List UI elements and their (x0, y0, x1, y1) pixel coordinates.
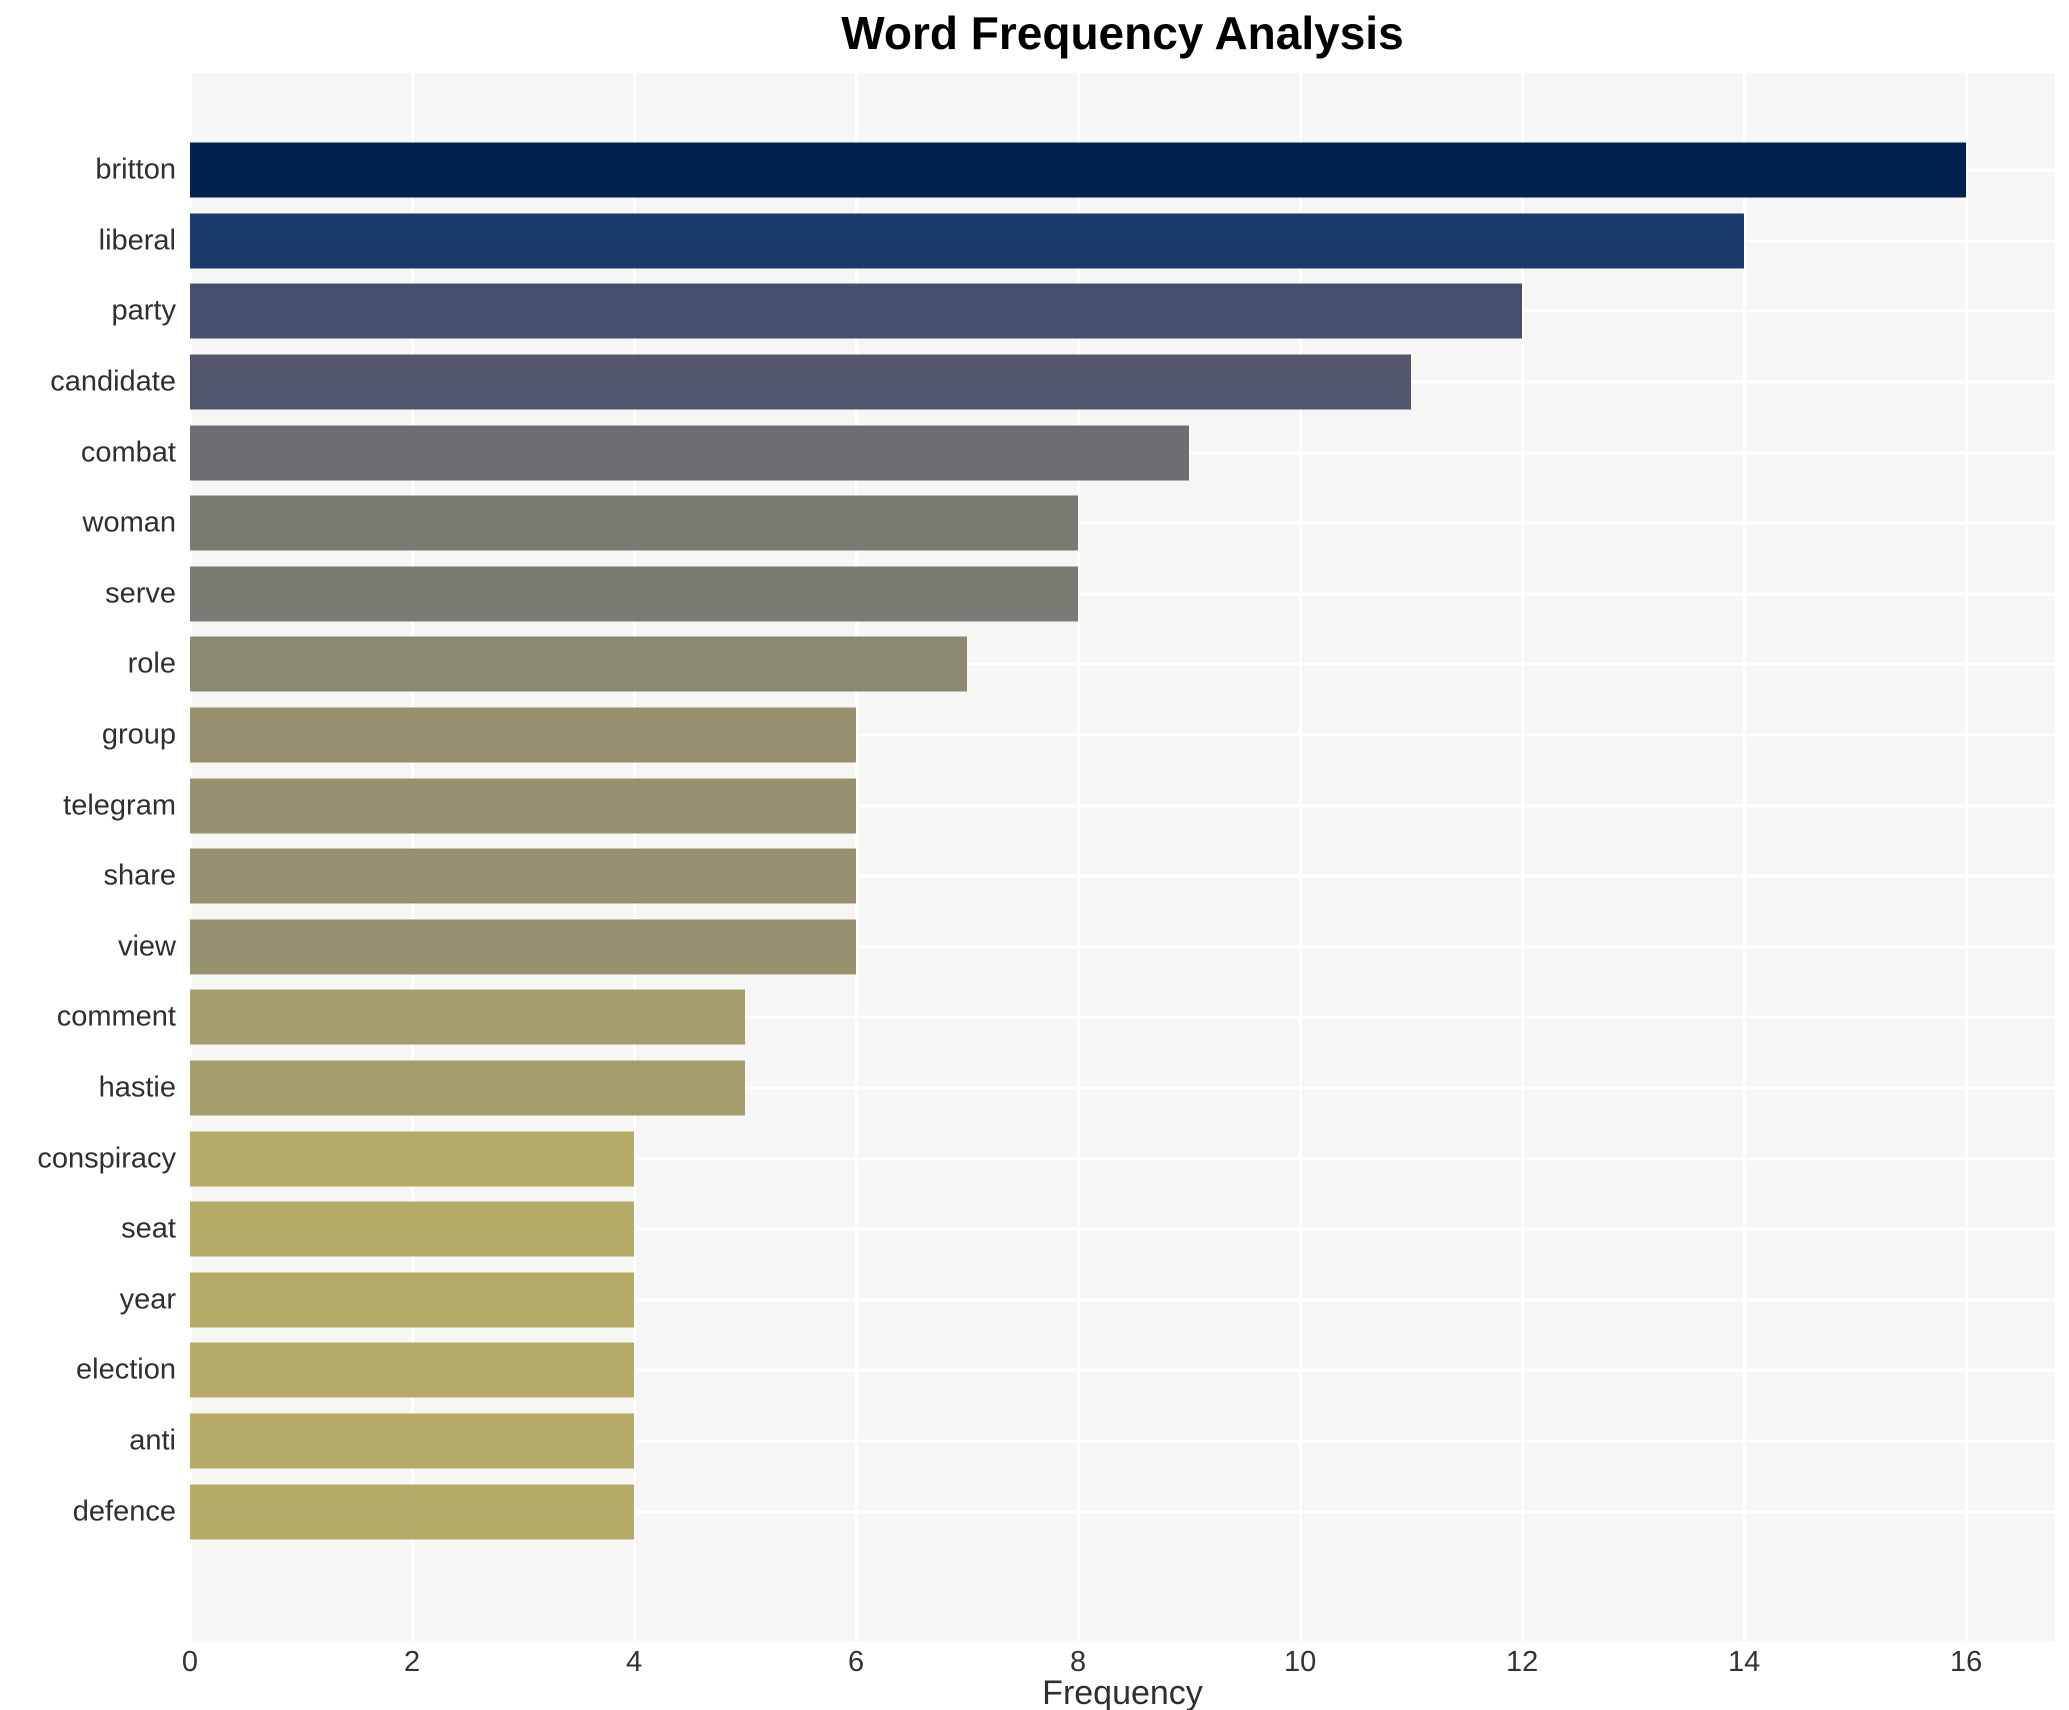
bar (190, 1413, 635, 1469)
bar-row: serve (105, 559, 2055, 630)
x-tick-label: 8 (1070, 1646, 1087, 1678)
y-gridline (190, 874, 2055, 878)
x-gridline (854, 73, 858, 1641)
bar-row: defence (73, 1476, 2055, 1547)
x-axis-title: Frequency (1042, 1674, 1203, 1710)
bar-row: role (128, 629, 2055, 700)
y-tick-label: view (117, 930, 176, 963)
y-gridline (190, 592, 2055, 596)
bar-row: combat (81, 417, 2055, 488)
x-axis-ticks: 0 2 4 6 8 10 12 14 16 (182, 1646, 2055, 1680)
y-gridline (190, 521, 2055, 525)
y-tick-label: seat (121, 1212, 176, 1245)
y-tick-label: hastie (98, 1071, 176, 1104)
y-gridline (190, 662, 2055, 666)
bar (190, 919, 857, 975)
bar-row: share (103, 841, 2055, 912)
x-tick-label: 10 (1283, 1646, 1317, 1678)
bar (190, 283, 1523, 339)
bar-row: conspiracy (37, 1123, 2055, 1194)
y-gridline (190, 1157, 2055, 1161)
bar (190, 1272, 635, 1328)
x-tick-label: 12 (1506, 1646, 1539, 1678)
bar (190, 495, 1079, 551)
y-gridline (190, 1086, 2055, 1090)
y-tick-label: defence (72, 1495, 176, 1528)
bar (190, 636, 968, 692)
x-gridline (1964, 73, 1968, 1641)
bar (190, 354, 1412, 410)
bar (190, 1201, 635, 1257)
bar-row: woman (83, 488, 2055, 559)
bar (190, 707, 857, 763)
y-gridline (190, 1015, 2055, 1019)
bars-container: britton liberal party candidate combat woman s… (37, 135, 2055, 1547)
bar-row: view (118, 912, 2055, 983)
x-tick-label: 4 (625, 1646, 643, 1678)
bar-row: year (120, 1265, 2055, 1336)
x-tick-label: 0 (181, 1646, 199, 1678)
bar (190, 989, 746, 1045)
bar-row: liberal (99, 206, 2055, 277)
y-gridline (190, 1368, 2055, 1372)
bar-row: britton (95, 135, 2055, 206)
y-tick-label: group (101, 718, 176, 751)
bar (190, 566, 1079, 622)
x-tick-label: 6 (847, 1646, 865, 1678)
bar-row: group (102, 700, 2055, 771)
bar (190, 848, 857, 904)
x-gridline (1298, 73, 1302, 1641)
y-tick-label: serve (105, 577, 176, 610)
y-tick-label: party (111, 294, 176, 327)
y-tick-label: conspiracy (37, 1142, 176, 1175)
bar-row: candidate (50, 347, 2055, 418)
y-tick-label: role (127, 647, 176, 680)
y-gridline (190, 804, 2055, 808)
y-gridline (190, 1298, 2055, 1302)
bar (190, 1131, 635, 1187)
y-tick-label: telegram (63, 789, 176, 822)
y-tick-label: anti (129, 1424, 176, 1457)
bar-row: comment (57, 982, 2055, 1053)
plot-area: britton liberal party candidate combat woman s… (37, 73, 2055, 1641)
bar (190, 425, 1190, 481)
bar (190, 1484, 635, 1540)
y-tick-label: share (103, 859, 176, 892)
y-tick-label: liberal (98, 224, 176, 257)
bar-row: election (76, 1335, 2055, 1406)
y-gridline (190, 1510, 2055, 1514)
y-tick-label: britton (95, 153, 176, 186)
x-tick-label: 2 (403, 1646, 421, 1678)
y-tick-label: woman (82, 506, 177, 539)
bar (190, 213, 1745, 269)
y-gridline (190, 945, 2055, 949)
y-tick-label: combat (80, 436, 176, 469)
bar-row: seat (121, 1194, 2055, 1265)
y-tick-label: candidate (50, 365, 176, 398)
bar-row: anti (129, 1406, 2055, 1477)
bar-row: hastie (99, 1053, 2055, 1124)
y-tick-label: year (119, 1283, 176, 1316)
y-tick-label: election (76, 1353, 176, 1386)
x-tick-label: 14 (1728, 1646, 1761, 1678)
bar (190, 142, 1967, 198)
bar (190, 778, 857, 834)
x-tick-label: 16 (1950, 1646, 1983, 1678)
chart-title: Word Frequency Analysis (841, 7, 1404, 59)
x-gridline (1520, 73, 1524, 1641)
y-gridline (190, 1439, 2055, 1443)
y-gridline (190, 733, 2055, 737)
x-gridline (1742, 73, 1746, 1641)
bar (190, 1342, 635, 1398)
y-tick-label: comment (56, 1000, 176, 1033)
bar (190, 1060, 746, 1116)
y-gridline (190, 1227, 2055, 1231)
x-gridline (1076, 73, 1080, 1641)
bar-row: telegram (63, 770, 2055, 841)
bar-row: party (112, 276, 2055, 347)
